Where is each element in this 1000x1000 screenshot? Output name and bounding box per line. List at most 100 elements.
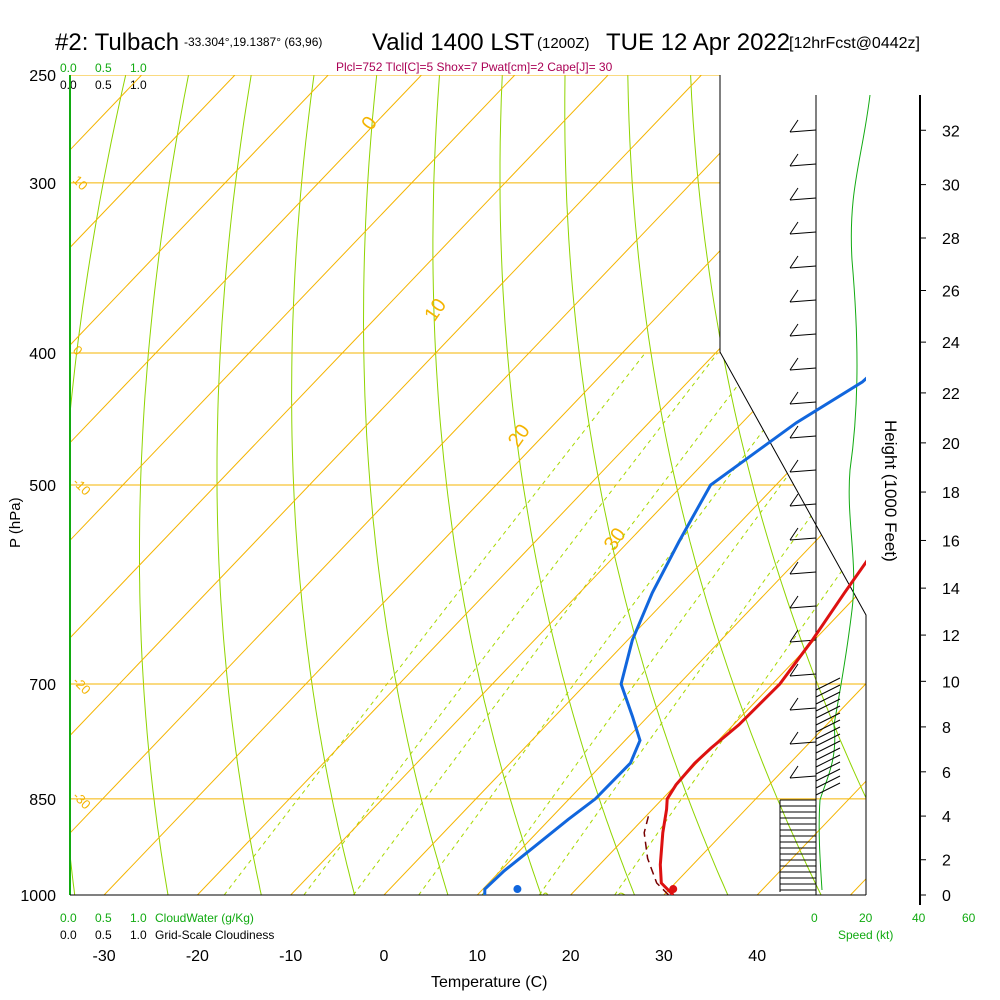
theta-label: 0 bbox=[357, 113, 381, 135]
wind-barb bbox=[815, 747, 841, 761]
wind-barb bbox=[815, 677, 841, 691]
wind-barb bbox=[789, 775, 817, 779]
isotherm bbox=[476, 487, 866, 895]
dry-adiabat bbox=[564, 75, 729, 895]
wind-barb-flag bbox=[789, 323, 799, 337]
wind-speed-profile bbox=[818, 94, 871, 891]
wind-barb bbox=[789, 741, 817, 745]
wind-barb bbox=[789, 163, 817, 167]
forecast-date: TUE 12 Apr 2022 bbox=[606, 29, 790, 56]
parcel-trace bbox=[643, 812, 670, 895]
pressure-label-1000: 1000 bbox=[20, 888, 56, 905]
wind-barb-flag bbox=[789, 425, 799, 439]
dewpoint-trace bbox=[483, 376, 866, 895]
surface-dewpoint-marker bbox=[513, 885, 522, 894]
theta-label: 10 bbox=[420, 295, 451, 326]
wind-barb-flag bbox=[789, 153, 799, 167]
dry-adiabat bbox=[627, 75, 822, 895]
dry-adiabat bbox=[139, 75, 189, 895]
wind-barb bbox=[789, 333, 817, 337]
speed-bottom-60: 60 bbox=[962, 911, 976, 925]
station-title: #2: Tulbach bbox=[55, 29, 179, 56]
wind-barb-flag bbox=[789, 527, 799, 541]
height-label-28: 28 bbox=[942, 231, 960, 248]
wind-barb bbox=[815, 691, 841, 705]
wind-barb bbox=[789, 537, 817, 541]
speed-scale-bottom: 0 20 40 60 Speed (kt) bbox=[811, 911, 976, 942]
wind-barb-flag bbox=[789, 119, 799, 133]
wind-barb bbox=[789, 605, 817, 609]
temperature-label-10: 10 bbox=[468, 948, 486, 965]
speed-bottom-40: 40 bbox=[912, 911, 926, 925]
wind-barb-flag bbox=[789, 289, 799, 303]
speed-unit-label: Speed (kt) bbox=[838, 928, 893, 942]
height-label-10: 10 bbox=[942, 674, 960, 691]
wind-barb-flag bbox=[789, 663, 799, 677]
temperature-label-30: 30 bbox=[655, 948, 673, 965]
cloudwater-label: CloudWater (g/Kg) bbox=[155, 911, 254, 925]
dry-adiabat bbox=[70, 75, 127, 895]
wind-barb-flag bbox=[789, 731, 799, 745]
wind-barb bbox=[789, 231, 817, 235]
valid-time: Valid 1400 LST bbox=[372, 29, 535, 56]
height-label-0: 0 bbox=[942, 888, 951, 905]
wind-barb bbox=[815, 684, 841, 698]
parcel-parameters: Plcl=752 Tlcl[C]=5 Shox=7 Pwat[cm]=2 Cap… bbox=[336, 60, 613, 74]
cloud-scale-top-black-2: 1.0 bbox=[130, 78, 147, 92]
dry-adiabat bbox=[432, 75, 542, 895]
isotherm bbox=[70, 75, 329, 346]
pressure-label-250: 250 bbox=[29, 68, 56, 85]
wind-barb bbox=[789, 571, 817, 575]
temperature-label--30: -30 bbox=[93, 948, 116, 965]
wind-barb bbox=[789, 707, 817, 711]
cloud-scale-bottom-green-2: 1.0 bbox=[130, 911, 147, 925]
height-label-24: 24 bbox=[942, 335, 960, 352]
height-label-12: 12 bbox=[942, 628, 960, 645]
wind-barbs bbox=[779, 119, 841, 892]
wind-barb bbox=[789, 435, 817, 439]
isotherm bbox=[663, 682, 866, 895]
cloud-scale-bottom: 0.0 0.5 1.0 CloudWater (g/Kg) 0.0 0.5 1.… bbox=[60, 911, 274, 942]
wind-barb bbox=[815, 782, 841, 796]
cloud-scale-bottom-black-2: 1.0 bbox=[130, 928, 147, 942]
wind-barb bbox=[815, 726, 841, 740]
wind-barb bbox=[789, 673, 817, 677]
wind-barb-flag bbox=[789, 459, 799, 473]
temperature-trace bbox=[658, 559, 866, 895]
wind-barb-flag bbox=[789, 221, 799, 235]
wind-barb bbox=[815, 712, 841, 726]
isotherm-label: -10 bbox=[70, 475, 94, 499]
cloud-scale-bottom-green-1: 0.5 bbox=[95, 911, 112, 925]
panel-boundary bbox=[719, 75, 867, 895]
wind-barb bbox=[789, 265, 817, 269]
station-coords: -33.304°,19.1387° (63,96) bbox=[184, 35, 322, 49]
height-label-8: 8 bbox=[942, 720, 951, 737]
temperature-label-40: 40 bbox=[748, 948, 766, 965]
cloud-scale-top-green-0: 0.0 bbox=[60, 61, 77, 75]
wind-barb bbox=[789, 367, 817, 371]
isotherm-label: -20 bbox=[70, 674, 94, 698]
cloud-scale-top-black-0: 0.0 bbox=[60, 78, 77, 92]
temperature-label--10: -10 bbox=[279, 948, 302, 965]
wind-barb bbox=[815, 698, 841, 712]
pressure-axis-labels: 250 300 400 500 700 850 1000 bbox=[20, 68, 56, 905]
cloud-scale-bottom-black-1: 0.5 bbox=[95, 928, 112, 942]
theta-label: 20 bbox=[504, 420, 535, 451]
wind-panel-mask bbox=[720, 75, 1000, 895]
cloudiness-label: Grid-Scale Cloudiness bbox=[155, 928, 274, 942]
pressure-label-850: 850 bbox=[29, 792, 56, 809]
pressure-label-400: 400 bbox=[29, 346, 56, 363]
height-label-2: 2 bbox=[942, 853, 951, 870]
dry-adiabat bbox=[499, 75, 635, 895]
dry-adiabat bbox=[216, 75, 262, 895]
wind-barb bbox=[815, 768, 841, 782]
cloud-scale-top: 0.0 0.5 1.0 0.0 0.5 1.0 bbox=[60, 61, 147, 92]
dry-adiabat bbox=[690, 75, 866, 800]
wind-barb-flag bbox=[789, 595, 799, 609]
height-axis-title: Height (1000 Feet) bbox=[881, 420, 900, 562]
temperature-axis-labels: -30 -20 -10 0 10 20 30 40 bbox=[93, 948, 767, 965]
wind-barb bbox=[815, 733, 841, 747]
height-label-14: 14 bbox=[942, 581, 960, 598]
forecast-info: [12hrFcst@0442z] bbox=[789, 35, 920, 52]
